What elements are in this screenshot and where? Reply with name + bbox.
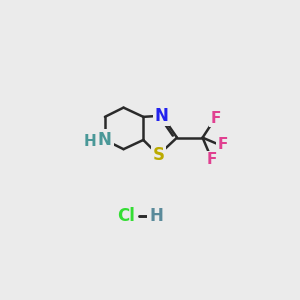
Text: H: H: [83, 134, 96, 148]
Text: Cl: Cl: [117, 207, 135, 225]
Text: H: H: [149, 207, 163, 225]
Text: S: S: [152, 146, 164, 164]
Text: F: F: [210, 110, 220, 125]
Text: F: F: [217, 137, 227, 152]
Text: F: F: [207, 152, 217, 167]
Text: N: N: [98, 131, 112, 149]
Text: N: N: [155, 107, 169, 125]
